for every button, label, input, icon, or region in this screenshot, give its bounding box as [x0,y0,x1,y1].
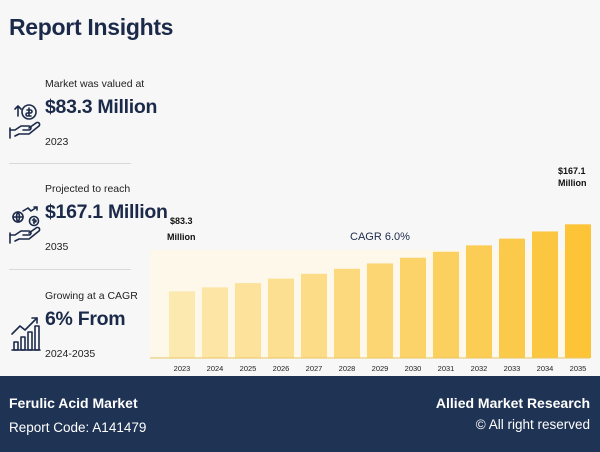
x-tick-label: 2028 [339,364,356,373]
divider [9,163,131,164]
start-value-annotation-line1: $83.3 [170,216,193,226]
bar-2033 [499,238,525,358]
x-tick-label: 2031 [438,364,455,373]
copyright: © All right reserved [475,417,590,432]
stat-cagr: Growing at a CAGR 6% From 2024-2035 [9,290,138,394]
x-tick-label: 2024 [207,364,224,373]
cagr-label: CAGR 6.0% [350,231,410,243]
report-name: Ferulic Acid Market [9,395,138,411]
page-title: Report Insights [9,14,174,40]
bar-2030 [400,257,426,358]
hand-growth-icon [9,206,41,244]
x-tick-label: 2025 [240,364,257,373]
x-tick-label: 2034 [537,364,554,373]
stat-caption: Growing at a CAGR [45,290,138,302]
x-tick-label: 2027 [306,364,323,373]
stat-period: 2024-2035 [45,348,96,360]
bar-2023 [169,291,195,358]
x-tick-label: 2032 [471,364,488,373]
bar-2025 [235,283,261,358]
bar-2028 [334,268,360,358]
end-value-annotation-line2: Million [558,178,587,188]
divider [9,269,131,270]
stat-period: 2023 [45,136,69,148]
stat-projected-value: Projected to reach $167.1 Million 2035 [9,183,168,287]
stat-caption: Market was valued at [45,78,145,90]
market-bar-chart: 2023 2024 2025 2026 2027 2028 2029 2030 2031 2032… [150,166,591,373]
bar-2029 [367,263,393,358]
hand-coin-icon [9,104,41,139]
x-tick-label: 2035 [570,364,587,373]
rising-chart-icon [11,317,41,351]
footer-bar: Ferulic Acid Market Report Code: A141479… [0,376,600,452]
bar-2032 [466,245,492,358]
stat-caption: Projected to reach [45,183,131,195]
stat-market-value: Market was valued at $83.3 Million 2023 [9,78,157,182]
bar-2031 [433,251,459,358]
end-value-annotation-line1: $167.1 [558,166,586,176]
x-tick-label: 2023 [174,364,191,373]
x-tick-label: 2033 [504,364,521,373]
report-code: Report Code: A141479 [9,420,147,435]
start-value-annotation-line2: Million [167,232,196,242]
brand-name: Allied Market Research [435,395,590,411]
bar-2026 [268,278,294,358]
stat-value: 6% From [45,308,126,330]
bar-2035 [565,224,591,358]
x-tick-label: 2029 [372,364,389,373]
stat-value: $167.1 Million [45,201,168,223]
bar-2027 [301,273,327,358]
bar-2024 [202,287,228,358]
x-tick-label: 2030 [405,364,422,373]
x-tick-label: 2026 [273,364,290,373]
bar-2034 [532,231,558,358]
stat-period: 2035 [45,241,69,253]
stat-value: $83.3 Million [45,96,158,118]
